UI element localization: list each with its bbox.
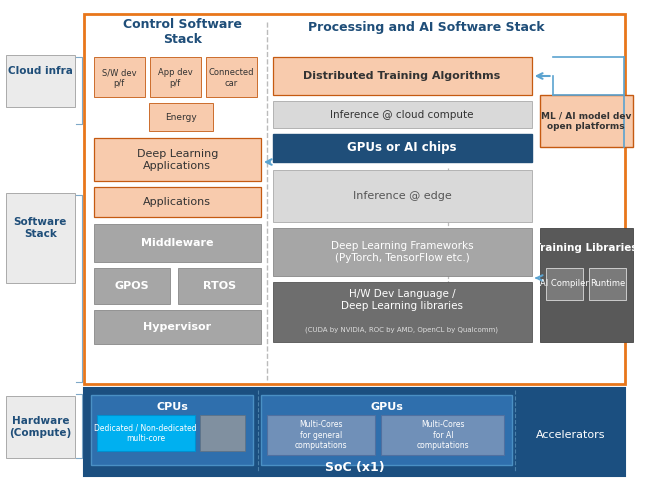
Text: Hardware
(Compute): Hardware (Compute): [9, 416, 72, 438]
Text: Dedicated / Non-dedicated
multi-core: Dedicated / Non-dedicated multi-core: [94, 423, 197, 443]
Bar: [84, 388, 625, 476]
Text: GPUs or AI chips: GPUs or AI chips: [347, 141, 457, 155]
Bar: [540, 228, 633, 342]
Bar: [589, 268, 627, 300]
Bar: [6, 55, 75, 107]
Text: Inference @ edge: Inference @ edge: [352, 191, 451, 201]
Bar: [94, 187, 261, 217]
Bar: [94, 57, 145, 97]
Text: Middleware: Middleware: [141, 238, 214, 248]
Text: Runtime: Runtime: [590, 280, 625, 288]
Bar: [273, 134, 532, 162]
Text: GPOS: GPOS: [114, 281, 150, 291]
Bar: [546, 268, 583, 300]
Text: Deep Learning Frameworks
(PyTorch, TensorFlow etc.): Deep Learning Frameworks (PyTorch, Tenso…: [331, 241, 473, 263]
Bar: [150, 57, 201, 97]
Bar: [149, 103, 213, 131]
Text: Training Libraries: Training Libraries: [534, 243, 638, 253]
Text: Accelerators: Accelerators: [536, 430, 605, 440]
Text: Multi-Cores
for general
computations: Multi-Cores for general computations: [295, 420, 348, 450]
Text: H/W Dev Language /
Deep Learning libraries: H/W Dev Language / Deep Learning librari…: [341, 289, 463, 311]
Text: Applications: Applications: [143, 197, 211, 207]
Text: ML / AI model dev
open platforms: ML / AI model dev open platforms: [541, 111, 631, 131]
Text: SoC (x1): SoC (x1): [325, 460, 384, 474]
Bar: [273, 170, 532, 222]
Text: Processing and AI Software Stack: Processing and AI Software Stack: [308, 22, 545, 35]
Bar: [6, 396, 75, 458]
Text: Connected
car: Connected car: [209, 68, 254, 88]
Bar: [84, 14, 625, 384]
Bar: [540, 95, 633, 147]
Bar: [200, 415, 245, 451]
Text: RTOS: RTOS: [203, 281, 236, 291]
Text: CPUs: CPUs: [157, 402, 188, 412]
Bar: [94, 310, 261, 344]
Bar: [273, 57, 532, 95]
Bar: [273, 228, 532, 276]
Bar: [267, 415, 375, 455]
Bar: [97, 415, 195, 451]
Text: Cloud infra: Cloud infra: [8, 66, 73, 76]
Bar: [273, 282, 532, 342]
Text: Deep Learning
Applications: Deep Learning Applications: [136, 149, 218, 171]
Bar: [94, 268, 170, 304]
Text: App dev
p/f: App dev p/f: [158, 68, 193, 88]
Bar: [90, 395, 253, 465]
Text: AI Compiler: AI Compiler: [540, 280, 589, 288]
Bar: [94, 138, 261, 181]
Bar: [94, 224, 261, 262]
Text: GPUs: GPUs: [370, 402, 404, 412]
Text: Hypervisor: Hypervisor: [143, 322, 211, 332]
Text: (CUDA by NVIDIA, ROC by AMD, OpenCL by Qualcomm): (CUDA by NVIDIA, ROC by AMD, OpenCL by Q…: [306, 327, 499, 333]
Bar: [261, 395, 512, 465]
Text: Software
Stack: Software Stack: [14, 217, 67, 239]
Bar: [381, 415, 504, 455]
Text: Multi-Cores
for AI
computations: Multi-Cores for AI computations: [417, 420, 469, 450]
Text: Distributed Training Algorithms: Distributed Training Algorithms: [304, 71, 500, 81]
Bar: [273, 101, 532, 128]
Bar: [6, 193, 75, 283]
Bar: [178, 268, 261, 304]
Text: Control Software
Stack: Control Software Stack: [123, 18, 242, 46]
Text: Energy: Energy: [165, 113, 197, 122]
Text: S/W dev
p/f: S/W dev p/f: [102, 68, 136, 88]
Bar: [206, 57, 257, 97]
Text: Inference @ cloud compute: Inference @ cloud compute: [330, 110, 474, 120]
